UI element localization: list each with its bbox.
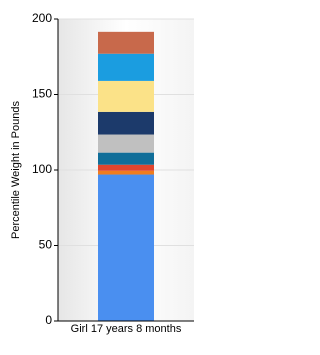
bar-segment — [98, 152, 154, 165]
bar-segment — [98, 80, 154, 112]
y-axis-label: Percentile Weight in Pounds — [10, 101, 22, 239]
y-tick-label: 200 — [32, 11, 52, 25]
bar-segment — [98, 174, 154, 321]
y-tick-label: 0 — [45, 313, 52, 327]
y-tick-label: 150 — [32, 87, 52, 101]
y-tick-label: 100 — [32, 162, 52, 176]
x-tick-label: Girl 17 years 8 months — [71, 323, 182, 335]
bar-segment — [98, 31, 154, 54]
y-tick-label: 50 — [39, 238, 53, 252]
bar-segment — [98, 53, 154, 81]
chart: Percentile Weight in Pounds 0 50 100 150 200… — [10, 11, 194, 335]
bar-segment — [98, 111, 154, 135]
bar-segment — [98, 164, 154, 171]
bar-segment — [98, 170, 154, 175]
bar-segment — [98, 134, 154, 153]
